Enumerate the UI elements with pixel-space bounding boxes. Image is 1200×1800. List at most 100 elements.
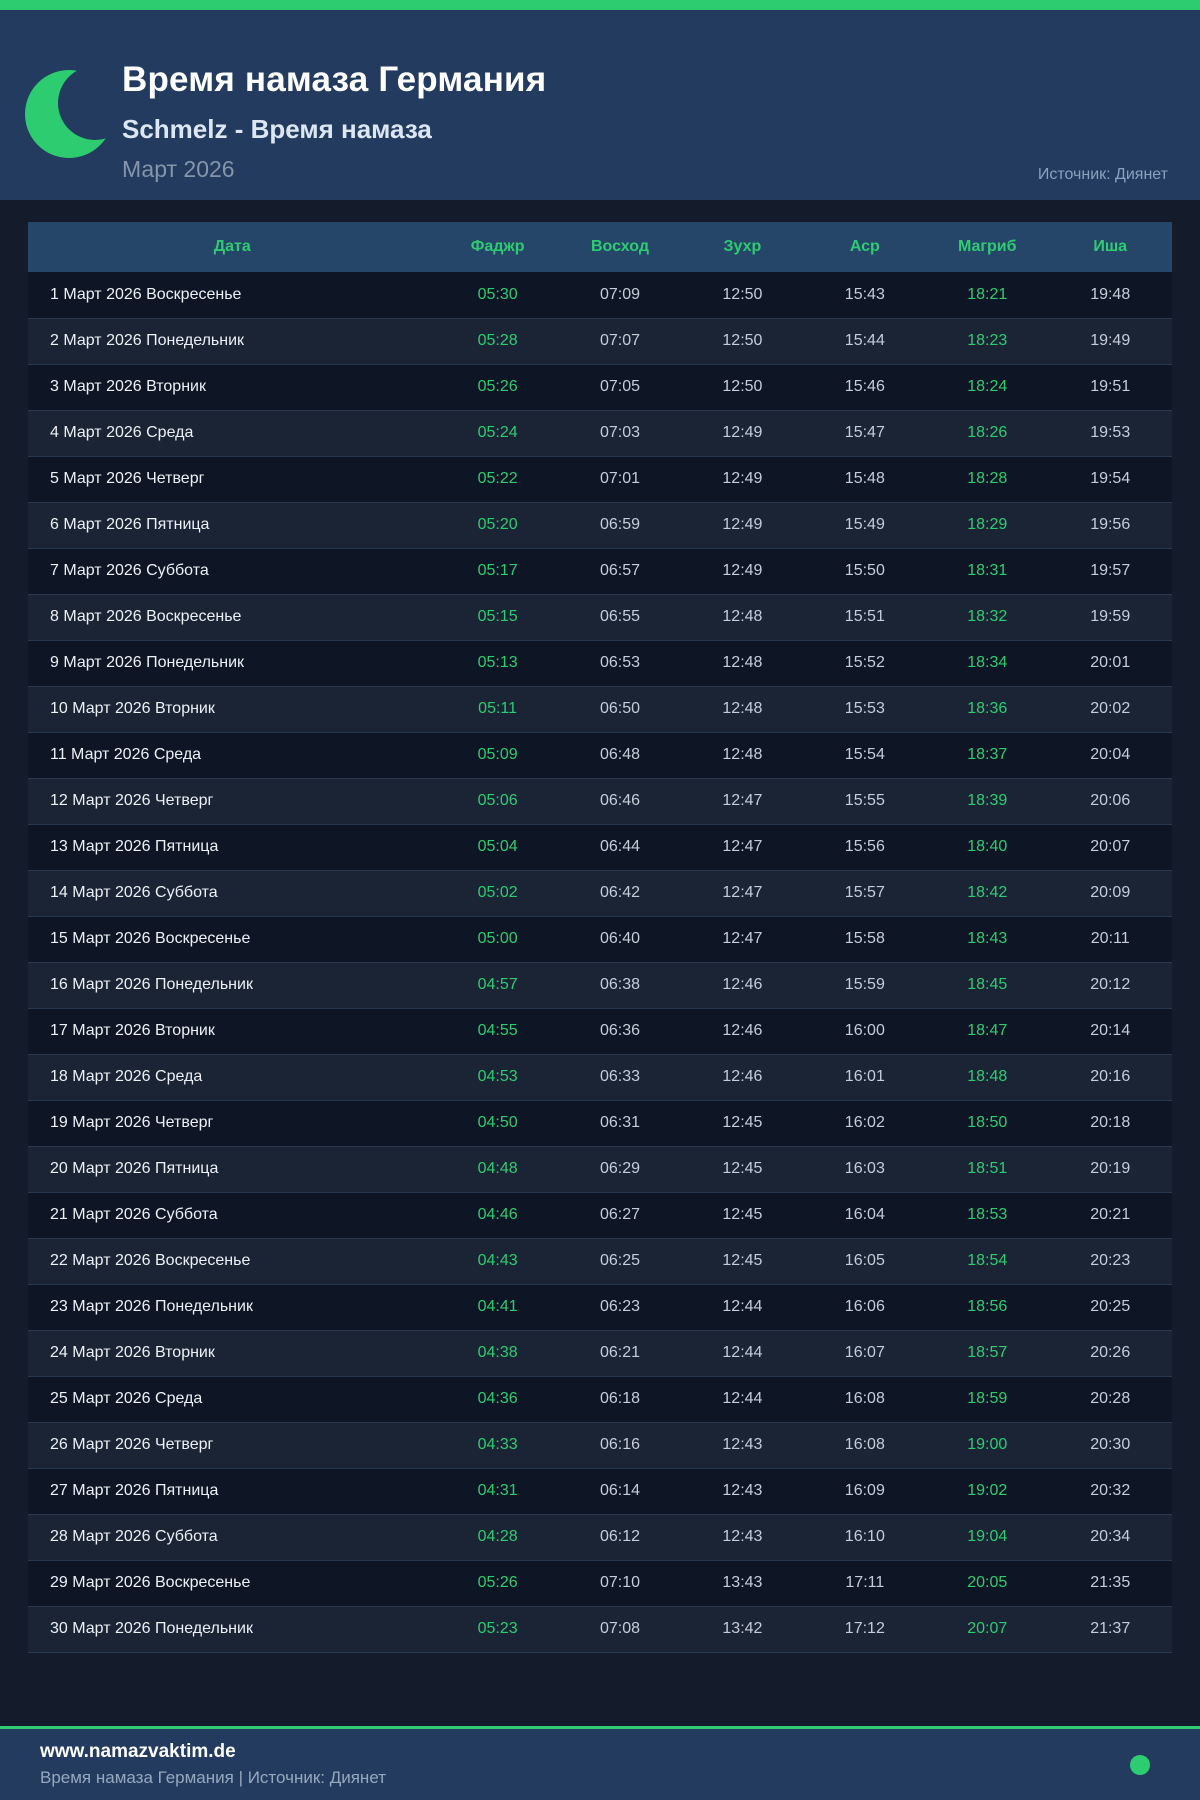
- fajr-cell: 04:31: [477, 1482, 518, 1499]
- date-cell: 27 Март 2026 Пятница: [50, 1482, 219, 1499]
- fajr-cell: 05:24: [477, 424, 518, 441]
- table-row: 7 Март 2026 Суббота 05:17 06:57 12:49 15:50 1…: [28, 548, 1172, 594]
- sunrise-cell: 07:03: [599, 424, 641, 441]
- date-cell: 23 Март 2026 Понедельник: [50, 1298, 253, 1315]
- date-cell: 4 Март 2026 Среда: [50, 424, 194, 441]
- fajr-cell: 05:11: [478, 700, 518, 717]
- asr-cell: 16:09: [844, 1482, 885, 1499]
- isha-cell: 19:48: [1090, 285, 1131, 303]
- date-cell: 10 Март 2026 Вторник: [50, 700, 215, 717]
- date-cell: 15 Март 2026 Воскресенье: [50, 930, 251, 947]
- fajr-cell: 04:33: [477, 1436, 518, 1453]
- asr-cell: 16:00: [844, 1022, 885, 1039]
- column-header-date: Дата: [28, 222, 437, 272]
- dhuhr-cell: 13:42: [722, 1620, 763, 1637]
- isha-cell: 20:06: [1090, 792, 1131, 809]
- column-header-fajr: Фаджр: [436, 222, 559, 272]
- isha-cell: 20:30: [1090, 1436, 1131, 1453]
- table-row: 21 Март 2026 Суббота 04:46 06:27 12:45 16:04…: [28, 1192, 1172, 1238]
- maghrib-cell: 18:23: [967, 332, 1008, 349]
- table-row: 19 Март 2026 Четверг 04:50 06:31 12:45 16:02…: [28, 1100, 1172, 1146]
- sunrise-cell: 07:01: [599, 470, 641, 487]
- date-cell: 8 Март 2026 Воскресенье: [50, 608, 242, 625]
- table-row: 5 Март 2026 Четверг 05:22 07:01 12:49 15:48 1…: [28, 456, 1172, 502]
- footer: www.namazvaktim.de Время намаза Германия…: [0, 1729, 1200, 1800]
- period-label: Март 2026: [122, 156, 235, 182]
- dhuhr-cell: 12:44: [722, 1298, 763, 1315]
- table-row: 18 Март 2026 Среда 04:53 06:33 12:46 16:01 18…: [28, 1054, 1172, 1100]
- table-body: 1 Март 2026 Воскресенье 05:30 07:09 12:50 15…: [28, 272, 1172, 1652]
- maghrib-cell: 18:29: [967, 516, 1008, 533]
- dhuhr-cell: 12:45: [722, 1160, 763, 1177]
- isha-cell: 19:54: [1090, 470, 1131, 487]
- dhuhr-cell: 12:43: [722, 1528, 763, 1545]
- asr-cell: 15:55: [844, 792, 885, 809]
- asr-cell: 16:10: [844, 1528, 885, 1545]
- date-cell: 29 Март 2026 Воскресенье: [50, 1574, 251, 1591]
- dhuhr-cell: 12:43: [722, 1482, 763, 1499]
- fajr-cell: 05:17: [477, 562, 518, 579]
- table-row: 26 Март 2026 Четверг 04:33 06:16 12:43 16:08…: [28, 1422, 1172, 1468]
- date-cell: 24 Март 2026 Вторник: [50, 1344, 215, 1361]
- sunrise-cell: 06:42: [599, 884, 641, 901]
- dhuhr-cell: 12:44: [722, 1390, 763, 1407]
- sunrise-cell: 07:05: [599, 378, 641, 395]
- sunrise-cell: 06:46: [599, 792, 641, 809]
- sunrise-cell: 06:33: [599, 1068, 641, 1085]
- dhuhr-cell: 12:45: [722, 1206, 763, 1223]
- date-cell: 3 Март 2026 Вторник: [50, 378, 206, 395]
- dhuhr-cell: 12:43: [722, 1436, 763, 1453]
- main-content: Дата Фаджр Восход Зухр Аср Магриб Иша 1 …: [0, 200, 1200, 1726]
- table-row: 10 Март 2026 Вторник 05:11 06:50 12:48 15:53…: [28, 686, 1172, 732]
- date-cell: 19 Март 2026 Четверг: [50, 1114, 214, 1131]
- prayer-times-table: Дата Фаджр Восход Зухр Аср Магриб Иша 1 …: [28, 222, 1172, 1653]
- table-row: 2 Март 2026 Понедельник 05:28 07:07 12:50 15…: [28, 318, 1172, 364]
- sunrise-cell: 06:21: [599, 1344, 641, 1361]
- isha-cell: 21:35: [1090, 1574, 1131, 1591]
- sunrise-cell: 06:57: [599, 562, 641, 579]
- table-row: 27 Март 2026 Пятница 04:31 06:14 12:43 16:09…: [28, 1468, 1172, 1514]
- date-cell: 11 Март 2026 Среда: [50, 746, 202, 763]
- isha-cell: 20:19: [1090, 1160, 1131, 1177]
- table-row: 25 Март 2026 Среда 04:36 06:18 12:44 16:08 18…: [28, 1376, 1172, 1422]
- fajr-cell: 05:22: [477, 470, 518, 487]
- dhuhr-cell: 12:47: [722, 930, 763, 947]
- dhuhr-cell: 12:50: [722, 378, 763, 395]
- sunrise-cell: 06:40: [599, 930, 641, 947]
- maghrib-cell: 18:53: [967, 1206, 1008, 1223]
- fajr-cell: 05:26: [477, 1574, 518, 1591]
- isha-cell: 20:12: [1090, 976, 1131, 993]
- maghrib-cell: 18:34: [967, 654, 1008, 671]
- sunrise-cell: 06:53: [599, 654, 641, 671]
- maghrib-cell: 20:05: [967, 1574, 1008, 1591]
- isha-cell: 20:01: [1090, 654, 1131, 671]
- sunrise-cell: 06:12: [599, 1528, 641, 1545]
- table-row: 1 Март 2026 Воскресенье 05:30 07:09 12:50 15…: [28, 272, 1172, 318]
- fajr-cell: 05:13: [477, 654, 518, 671]
- maghrib-cell: 18:50: [967, 1114, 1008, 1131]
- fajr-cell: 05:23: [477, 1620, 518, 1637]
- page-subtitle: Schmelz - Время намаза: [122, 114, 432, 144]
- table-row: 11 Март 2026 Среда 05:09 06:48 12:48 15:54 18…: [28, 732, 1172, 778]
- maghrib-cell: 18:51: [967, 1160, 1008, 1177]
- dhuhr-cell: 12:46: [722, 976, 763, 993]
- table-row: 8 Март 2026 Воскресенье 05:15 06:55 12:48 15…: [28, 594, 1172, 640]
- header-titles: Время намаза Германия Schmelz - Время на…: [122, 60, 546, 183]
- maghrib-cell: 18:32: [967, 608, 1008, 625]
- asr-cell: 16:08: [844, 1390, 885, 1407]
- dhuhr-cell: 12:48: [722, 654, 763, 671]
- source-label: Источник: Диянет: [1037, 166, 1168, 183]
- isha-cell: 20:07: [1090, 838, 1131, 855]
- asr-cell: 15:54: [844, 746, 885, 763]
- isha-cell: 19:57: [1090, 562, 1131, 579]
- date-cell: 6 Март 2026 Пятница: [50, 516, 210, 533]
- isha-cell: 20:02: [1090, 700, 1131, 717]
- dhuhr-cell: 12:49: [722, 470, 763, 487]
- fajr-cell: 04:50: [477, 1114, 518, 1131]
- maghrib-cell: 18:47: [967, 1022, 1008, 1039]
- table-row: 12 Март 2026 Четверг 05:06 06:46 12:47 15:55…: [28, 778, 1172, 824]
- date-cell: 12 Март 2026 Четверг: [50, 792, 214, 809]
- date-cell: 28 Март 2026 Суббота: [50, 1528, 218, 1545]
- website-url[interactable]: www.namazvaktim.de: [40, 1741, 236, 1762]
- asr-cell: 16:04: [844, 1206, 885, 1223]
